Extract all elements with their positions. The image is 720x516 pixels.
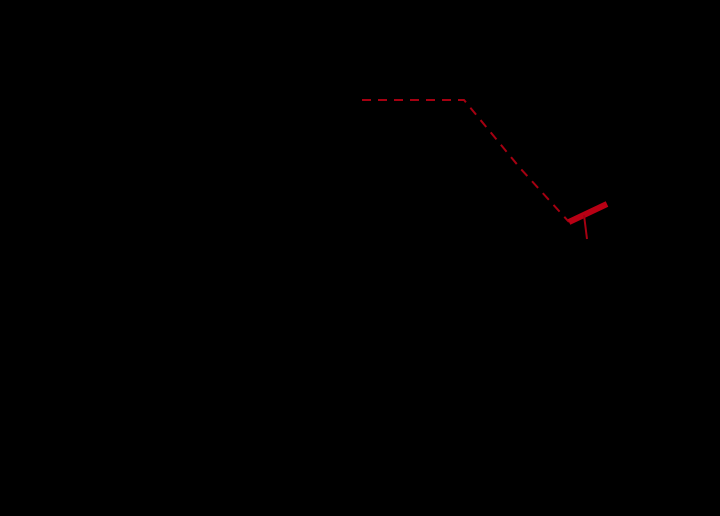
- solid-marker-stroke-line: [567, 201, 609, 225]
- series-dashed-trace: [362, 99, 570, 223]
- tick-drop-line: [583, 214, 588, 240]
- series-tick-drop: [583, 214, 588, 240]
- series-solid-marker-stroke: [567, 201, 609, 225]
- dashed-trace-line: [362, 99, 570, 223]
